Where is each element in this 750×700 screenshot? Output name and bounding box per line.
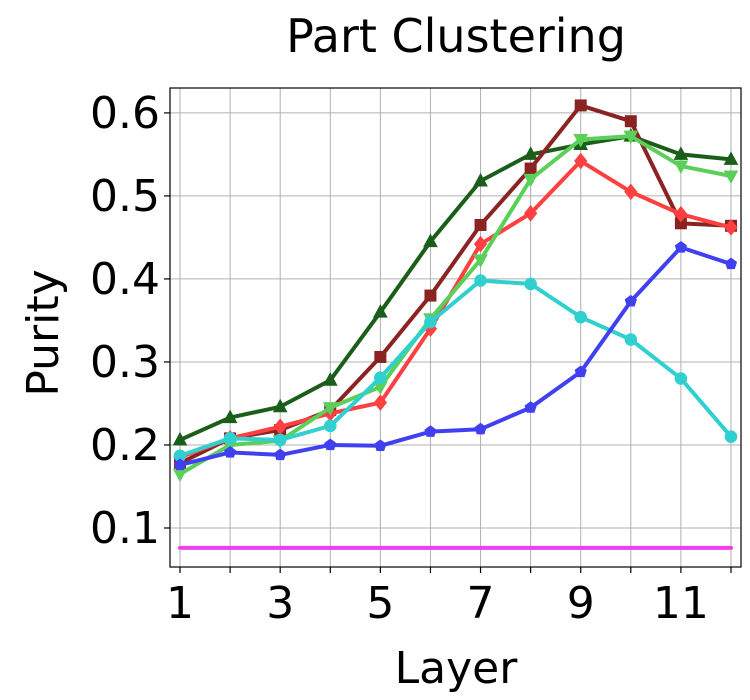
y-tick-label: 0.4: [90, 254, 160, 305]
circle-marker: [674, 372, 688, 385]
diamond-marker: [674, 205, 688, 223]
triangle-up-marker: [473, 172, 488, 187]
y-tick-label: 0.6: [90, 88, 160, 139]
series-line: [178, 245, 733, 467]
plot-frame: [169, 87, 742, 568]
pentagon-marker: [474, 422, 487, 435]
circle-marker: [424, 315, 437, 329]
diamond-marker: [473, 235, 488, 253]
triangle-down-marker: [322, 402, 338, 416]
triangle-up-marker: [172, 431, 188, 446]
pentagon-marker: [524, 401, 537, 413]
circle-marker: [524, 277, 537, 291]
x-tick-label: 11: [653, 578, 709, 629]
triangle-up-marker: [723, 151, 739, 165]
triangle-up-marker: [272, 398, 288, 413]
circle-marker: [223, 432, 237, 445]
x-axis-label: Layer: [395, 643, 519, 694]
y-tick-label: 0.3: [90, 337, 160, 388]
y-axis-ticks: 0.1 0.2 0.3 0.4 0.5 0.6: [90, 88, 170, 554]
triangle-up-marker: [373, 304, 388, 318]
square-marker: [624, 115, 637, 128]
circle-marker: [273, 433, 287, 447]
triangle-down-marker: [623, 130, 639, 145]
series-line: [178, 103, 733, 466]
triangle-up-marker: [673, 146, 689, 160]
triangle-up-marker: [222, 409, 238, 424]
series-line: [178, 278, 733, 458]
series-5: [173, 274, 738, 463]
y-tick-label: 0.5: [90, 171, 160, 222]
x-tick-label: 7: [467, 578, 495, 629]
diamond-marker: [574, 152, 588, 170]
x-tick-label: 9: [567, 578, 595, 629]
circle-marker: [574, 310, 588, 324]
triangle-down-marker: [673, 160, 689, 175]
y-tick-label: 0.1: [90, 503, 160, 554]
grid: [170, 88, 741, 567]
x-axis-ticks: 1 3 5 7 9 11: [166, 567, 732, 629]
y-axis-label: Purity: [18, 269, 69, 396]
pentagon-marker: [173, 458, 187, 471]
x-tick-label: 1: [166, 578, 194, 629]
diamond-marker: [523, 205, 538, 222]
series-3: [173, 152, 738, 466]
circle-marker: [624, 333, 638, 346]
diamond-marker: [724, 219, 738, 236]
pentagon-marker: [574, 365, 587, 378]
pentagon-marker: [424, 425, 437, 437]
chart-title: Part Clustering: [286, 9, 626, 63]
diamond-marker: [624, 183, 638, 201]
circle-marker: [474, 274, 487, 287]
triangle-down-marker: [172, 468, 188, 483]
series-group: [172, 99, 739, 550]
x-tick-label: 5: [366, 578, 394, 629]
square-marker: [524, 162, 537, 175]
pentagon-marker: [624, 294, 637, 307]
triangle-down-marker: [573, 133, 589, 148]
triangle-down-marker: [523, 173, 538, 188]
square-marker: [424, 289, 437, 302]
pentagon-marker: [324, 438, 337, 451]
circle-marker: [724, 430, 738, 443]
pentagon-marker: [374, 439, 387, 451]
triangle-down-marker: [473, 254, 488, 268]
diamond-marker: [373, 394, 388, 411]
square-marker: [374, 350, 387, 363]
x-tick-label: 3: [266, 578, 294, 629]
series-line: [178, 159, 733, 460]
triangle-down-marker: [723, 170, 739, 185]
series-line: [178, 134, 733, 477]
triangle-up-marker: [523, 146, 538, 160]
y-tick-label: 0.2: [90, 420, 160, 471]
circle-marker: [323, 419, 337, 433]
pentagon-marker: [674, 240, 687, 253]
pentagon-marker: [274, 448, 287, 461]
pentagon-marker: [224, 446, 237, 458]
square-marker: [574, 99, 587, 112]
triangle-up-marker: [322, 372, 338, 386]
square-marker: [474, 218, 487, 231]
triangle-up-marker: [423, 233, 438, 248]
pentagon-marker: [724, 257, 738, 270]
circle-marker: [374, 371, 387, 385]
series-6: [173, 240, 738, 471]
